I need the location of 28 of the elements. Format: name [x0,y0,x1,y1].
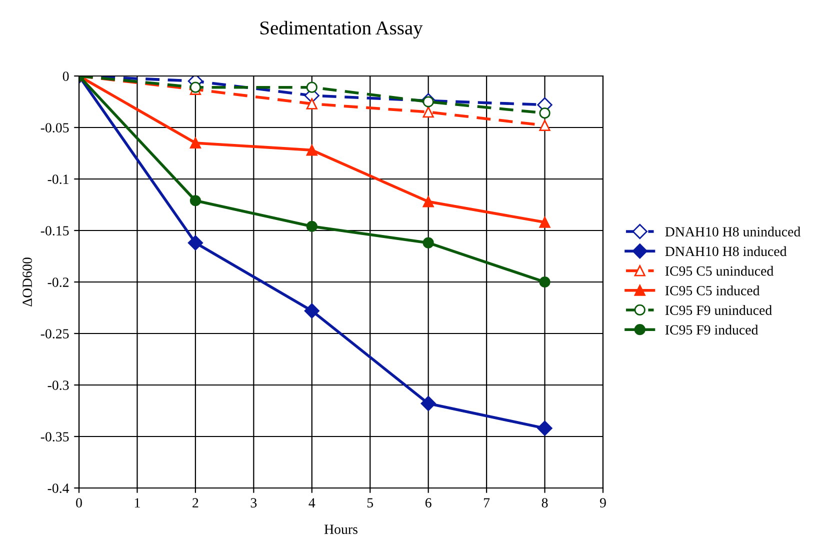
legend-label: IC95 C5 induced [665,286,760,296]
x-tick-label: 3 [250,498,257,508]
legend-label: DNAH10 H8 uninduced [665,226,800,236]
y-tick-label: 0 [62,72,69,81]
x-tick-label: 4 [308,498,316,508]
x-tick-label: 5 [367,498,374,508]
x-tick-label: 0 [76,498,82,508]
legend-label: IC95 C5 uninduced [665,266,774,276]
y-tick-label: -0.1 [48,174,68,184]
x-tick-label: 1 [134,498,140,508]
x-tick-label: 6 [425,498,432,508]
y-tick-label: -0.3 [48,380,69,390]
legend-label: IC95 F9 induced [665,324,758,335]
y-tick-label: -0.15 [40,226,69,236]
y-tick-label: -0.4 [48,484,70,494]
y-axis-title: ΔOD600 [22,258,32,306]
y-tick-label: -0.2 [48,278,69,288]
x-tick-label: 2 [192,498,198,508]
x-tick-label: 7 [484,498,490,508]
x-axis-title: Hours [324,524,358,534]
legend-label: DNAH10 H8 induced [665,246,787,256]
y-tick-label: -0.25 [40,329,69,339]
y-tick-label: -0.35 [40,432,69,442]
y-tick-label: -0.05 [40,123,69,133]
legend-label: IC95 F9 uninduced [665,305,772,315]
chart-title: Sedimentation Assay [260,20,423,39]
x-tick-label: 9 [600,498,606,508]
x-tick-label: 8 [542,498,548,508]
